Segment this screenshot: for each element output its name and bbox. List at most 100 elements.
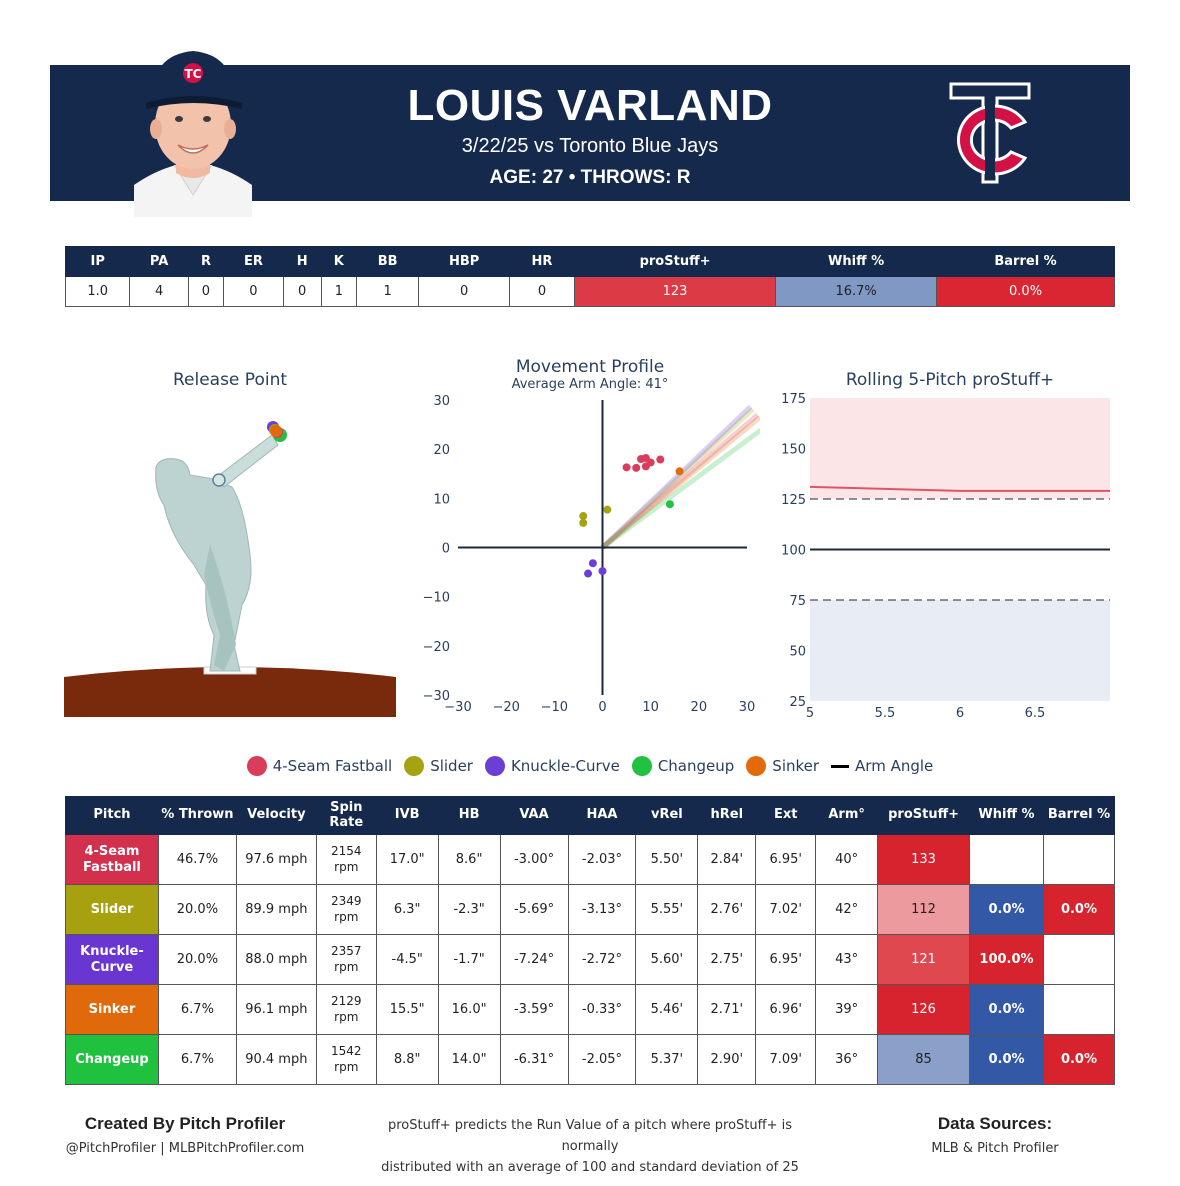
movement-y-tick: 30 [433,394,450,409]
legend-label: Changeup [657,757,735,775]
pitch-row-4-seam-fastball: 4-Seam Fastball 46.7% 97.6 mph 2154 rpm 17.0… [65,834,1116,885]
rolling-title: Rolling 5-Pitch proStuff+ [845,370,1055,390]
release-point-chart [64,421,396,717]
release-point-title: Release Point [172,370,288,390]
legend-item-sinker[interactable]: Sinker [746,756,819,776]
arm-angle-line-knuckle-curve [600,404,753,550]
legend-label: Arm Angle [855,757,934,775]
movement-y-tick: 20 [433,443,450,458]
rolling-band [810,600,1110,701]
pitch-header-vaa: VAA [499,796,569,835]
pitch-cell-vrel: 5.60' [635,934,699,985]
pitch-name: Knuckle-Curve [65,934,159,985]
pitch-header-hrel: hRel [697,796,757,835]
pitch-cell-barrel [1042,934,1116,985]
footer-note-line-2: distributed with an average of 100 and s… [381,1159,799,1175]
pitch-name: Slider [65,884,159,935]
pitch-cell-ext: 6.95' [755,834,817,885]
pitch-row-sinker: Sinker 6.7% 96.1 mph 2129 rpm 15.5" 16.0" -3.5… [65,984,1116,1035]
summary-value-bb: 1 [356,276,420,307]
rolling-x-tick: 5 [806,706,814,720]
release-dot-sinker [270,425,282,437]
arm-angle-line-sinker [600,415,760,550]
legend-item-knuckle-curve[interactable]: Knuckle-Curve [484,756,620,776]
rolling-series-line [809,485,1110,492]
player-headshot: TC [134,45,252,217]
summary-value-ip: 1.0 [64,276,131,307]
movement-chart: −30 −20 −10 0 10 20 30 30 20 10 0 −10 −20 −30 [423,394,760,715]
legend-swatch-arm-angle [831,764,850,768]
pitch-cell-spin: 2129 rpm [315,984,377,1035]
summary-header-hbp: HBP [418,246,510,277]
pitch-cell-hrel: 2.76' [697,884,757,935]
movement-point-4-seam-fastball [622,463,631,472]
pitch-cell-velo: 90.4 mph [235,1034,317,1085]
summary-header-whiff: Whiff % [775,246,938,277]
pitch-cell-thrown: 6.7% [157,1034,237,1085]
summary-header-k: K [320,246,358,277]
pitch-cell-velo: 89.9 mph [235,884,317,935]
pitch-cell-barrel: 0.0% [1042,884,1116,935]
movement-y-tick: 10 [433,492,450,507]
footer-handles: @PitchProfiler | MLBPitchProfiler.com [65,1141,305,1156]
pitch-cell-hb: -1.7" [437,934,501,985]
pitch-cell-spin: 2154 rpm [315,834,377,885]
pitch-cell-arm: 39° [815,984,879,1035]
summary-header-hr: HR [508,246,575,277]
pitch-cell-barrel [1042,834,1116,885]
rolling-y-tick: 150 [781,443,806,458]
movement-x-tick: −20 [492,700,519,715]
movement-x-tick: −30 [444,700,471,715]
pitch-cell-vaa: -6.31° [499,1034,569,1085]
pitch-cell-ivb: 17.0" [375,834,439,885]
pitch-cell-hrel: 2.90' [697,1034,757,1085]
summary-value-barrel: 0.0% [936,276,1115,307]
rolling-y-tick: 25 [789,695,806,710]
summary-value-h: 0 [282,276,322,307]
footer-note: proStuff+ predicts the Run Value of a pi… [360,1116,820,1178]
pitching-mound [64,667,396,717]
movement-point-knuckle-curve [584,569,593,578]
pitch-cell-whiff: 0.0% [969,984,1044,1035]
rolling-y-tick: 100 [781,544,806,559]
pitch-cell-thrown: 46.7% [157,834,237,885]
rolling-chart: 25 50 75 100 125 150 175 5 5.5 6 6.5 [781,392,1110,720]
legend-item-4-seam-fastball[interactable]: 4-Seam Fastball [246,756,392,776]
movement-subtitle: Average Arm Angle: 41° [511,377,669,392]
movement-point-knuckle-curve [588,559,597,568]
pitch-header-thrown: % Thrown [157,796,237,835]
pitch-cell-hb: -2.3" [437,884,501,935]
pitch-cell-spin: 2349 rpm [315,884,377,935]
summary-value-prostuff: 123 [573,276,777,307]
pitch-header-prostuff: proStuff+ [877,796,971,835]
pitch-cell-velo: 97.6 mph [235,834,317,885]
pitch-cell-haa: -0.33° [567,984,637,1035]
legend-item-slider[interactable]: Slider [404,756,473,776]
pitch-cell-hrel: 2.71' [697,984,757,1035]
pitch-row-changeup: Changeup 6.7% 90.4 mph 1542 rpm 8.8" 14.0" -6.… [65,1034,1116,1085]
pitch-cell-ext: 7.09' [755,1034,817,1085]
legend-label: Knuckle-Curve [510,757,620,775]
movement-point-slider [579,512,588,521]
pitch-cell-whiff: 100.0% [969,934,1044,985]
rolling-y-tick: 75 [789,594,806,609]
pitch-cell-spin: 1542 rpm [315,1034,377,1085]
pitch-row-knuckle-curve: Knuckle-Curve 20.0% 88.0 mph 2357 rpm -4.5" -… [65,934,1116,985]
pitch-cell-haa: -2.03° [567,834,637,885]
pitch-cell-ivb: 8.8" [375,1034,439,1085]
pitch-cell-velo: 88.0 mph [235,934,317,985]
legend-item-changeup[interactable]: Changeup [631,756,735,776]
pitch-table-body: 4-Seam Fastball 46.7% 97.6 mph 2154 rpm 17.0… [65,834,1116,1085]
pitch-cell-arm: 42° [815,884,879,935]
pitch-cell-stuff: 85 [877,1034,971,1085]
arm-angle-line-slider [600,407,755,550]
pitch-cell-arm: 36° [815,1034,879,1085]
rolling-x-tick: 6 [956,706,964,720]
pitch-cell-haa: -2.72° [567,934,637,985]
pitch-header-spin-rate: Spin Rate [315,796,377,835]
legend-item-arm-angle[interactable]: Arm Angle [831,757,933,775]
pitch-cell-whiff: 0.0% [969,884,1044,935]
movement-title: Movement Profile [515,357,665,377]
movement-x-tick: 30 [739,700,756,715]
pitch-cell-vrel: 5.46' [635,984,699,1035]
